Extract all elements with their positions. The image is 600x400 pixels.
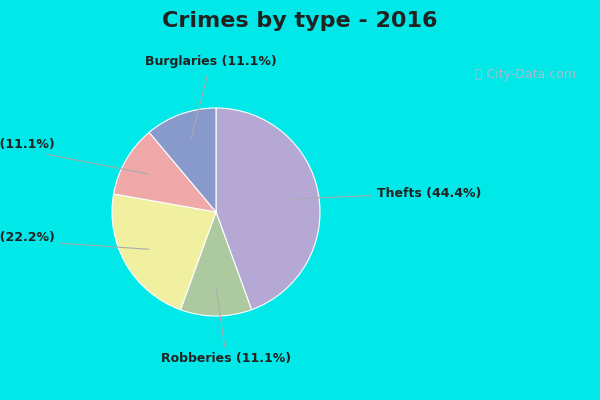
- Wedge shape: [149, 108, 216, 212]
- Text: Thefts (44.4%): Thefts (44.4%): [293, 187, 482, 200]
- Wedge shape: [216, 108, 320, 310]
- Text: Crimes by type - 2016: Crimes by type - 2016: [162, 11, 438, 31]
- Wedge shape: [113, 132, 216, 212]
- Text: Burglaries (11.1%): Burglaries (11.1%): [145, 56, 277, 139]
- Text: Robberies (11.1%): Robberies (11.1%): [161, 290, 292, 366]
- Wedge shape: [112, 194, 216, 310]
- Text: ⓘ City-Data.com: ⓘ City-Data.com: [475, 68, 576, 81]
- Wedge shape: [181, 212, 251, 316]
- Text: Assaults (11.1%): Assaults (11.1%): [0, 138, 148, 174]
- Text: Auto thefts (22.2%): Auto thefts (22.2%): [0, 232, 148, 249]
